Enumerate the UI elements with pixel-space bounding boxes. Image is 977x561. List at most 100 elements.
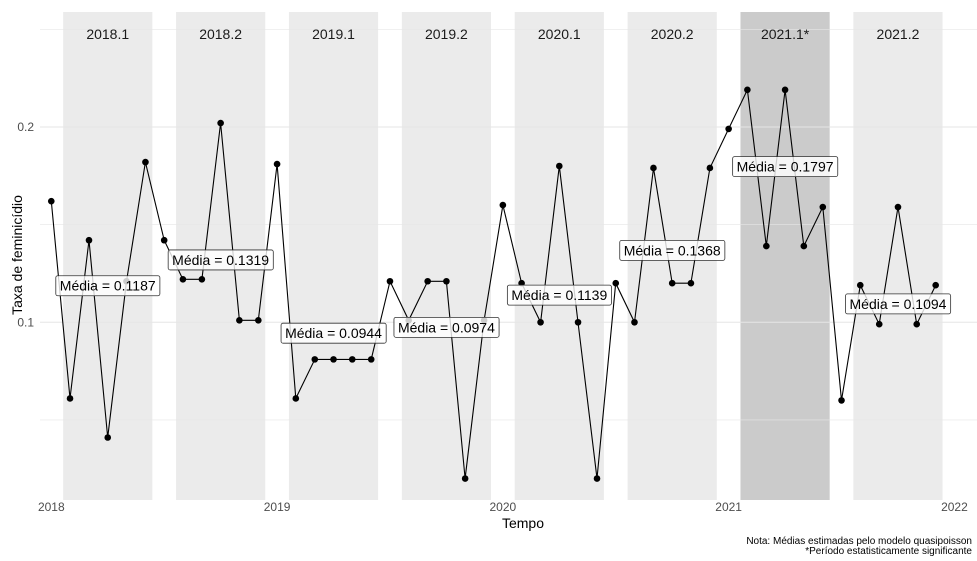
data-point-44 xyxy=(875,320,883,328)
x-tick-label-3: 2021 xyxy=(715,500,742,514)
data-point-32 xyxy=(650,164,657,172)
data-point-28 xyxy=(574,318,582,326)
mean-label-7: Média = 0.1094 xyxy=(845,293,952,315)
mean-label-text-7: Média = 0.1094 xyxy=(850,296,947,312)
mean-label-box-3 xyxy=(393,316,500,338)
semester-band-4 xyxy=(514,12,604,500)
data-point-38 xyxy=(763,242,770,250)
data-point-36 xyxy=(725,125,732,133)
data-point-17 xyxy=(367,356,375,363)
data-point-34 xyxy=(687,279,695,287)
data-point-33 xyxy=(668,279,676,287)
y-tick-label-0: 0.1 xyxy=(17,315,34,329)
mean-label-box-1 xyxy=(167,249,274,271)
y-axis-ticks: 0.1 0.2 xyxy=(17,120,34,329)
data-point-2 xyxy=(85,236,93,244)
data-point-16 xyxy=(348,356,356,363)
data-point-31 xyxy=(631,318,638,326)
mean-labels: Média = 0.1187 Média = 0.1319 Média = 0.09… xyxy=(55,156,952,344)
mean-label-1: Média = 0.1319 xyxy=(167,249,274,271)
semester-label-5: 2020.2 xyxy=(651,26,694,42)
mean-label-text-3: Média = 0.0974 xyxy=(398,319,495,335)
data-point-42 xyxy=(838,397,845,404)
data-point-0 xyxy=(47,197,55,205)
semester-label-2: 2019.1 xyxy=(312,26,355,42)
mean-label-text-5: Média = 0.1368 xyxy=(624,242,721,258)
data-point-43 xyxy=(856,281,864,289)
x-axis-ticks: 2018 2019 2020 2021 2022 xyxy=(38,500,968,514)
semester-label-0: 2018.1 xyxy=(86,26,129,42)
semester-label-1: 2018.2 xyxy=(199,26,242,42)
x-axis-title: Tempo xyxy=(502,515,544,531)
data-point-8 xyxy=(198,275,206,283)
mean-label-box-7 xyxy=(845,293,952,315)
mean-label-3: Média = 0.0974 xyxy=(393,316,500,338)
data-point-47 xyxy=(932,281,939,289)
data-point-29 xyxy=(593,475,601,482)
data-point-12 xyxy=(273,160,281,168)
data-point-15 xyxy=(330,356,337,363)
data-point-24 xyxy=(499,201,507,209)
semester-label-6: 2021.1* xyxy=(761,26,810,42)
data-point-20 xyxy=(424,277,431,285)
footnote-line-0: Nota: Médias estimadas pelo modelo quasi… xyxy=(746,536,972,547)
semester-band-2 xyxy=(288,12,379,500)
mean-label-box-0 xyxy=(55,275,161,297)
semester-band-6 xyxy=(740,12,830,500)
mean-label-text-2: Média = 0.0944 xyxy=(285,325,382,341)
y-tick-label-1: 0.2 xyxy=(17,120,34,134)
data-point-18 xyxy=(386,277,394,285)
data-point-46 xyxy=(913,320,921,328)
mean-label-box-2 xyxy=(280,322,387,344)
data-point-41 xyxy=(819,203,827,211)
data-point-40 xyxy=(800,242,808,250)
data-point-10 xyxy=(236,317,243,324)
x-tick-label-0: 2018 xyxy=(38,500,65,514)
data-point-21 xyxy=(443,277,450,285)
data-point-5 xyxy=(142,158,149,166)
semester-labels: 2018.1 2018.2 2019.1 2019.2 2020.1 2020.2 2021… xyxy=(86,26,919,42)
mean-label-4: Média = 0.1139 xyxy=(506,284,612,306)
data-point-11 xyxy=(255,317,262,324)
x-tick-label-4: 2022 xyxy=(941,500,968,514)
mean-label-5: Média = 0.1368 xyxy=(619,239,726,261)
data-point-9 xyxy=(217,119,224,127)
data-point-39 xyxy=(781,86,789,94)
footnote: Nota: Médias estimadas pelo modelo quasi… xyxy=(746,536,972,557)
data-point-3 xyxy=(104,434,112,441)
mean-label-text-6: Média = 0.1797 xyxy=(737,159,834,175)
mean-label-6: Média = 0.1797 xyxy=(732,156,839,178)
mean-label-0: Média = 0.1187 xyxy=(55,275,161,297)
x-tick-label-1: 2019 xyxy=(264,500,291,514)
data-point-14 xyxy=(311,356,319,363)
x-tick-label-2: 2020 xyxy=(490,500,517,514)
data-point-1 xyxy=(66,395,74,402)
data-point-6 xyxy=(160,236,168,244)
mean-label-box-5 xyxy=(619,239,726,261)
data-point-30 xyxy=(612,279,620,287)
data-point-26 xyxy=(537,318,544,326)
semester-band-7 xyxy=(853,12,943,500)
y-axis-title: Taxa de feminicídio xyxy=(9,195,25,315)
footnote-line-1: *Período estatisticamente significante xyxy=(805,546,972,557)
semester-band-3 xyxy=(401,12,492,500)
data-point-35 xyxy=(706,164,714,172)
data-point-45 xyxy=(894,203,902,211)
mean-label-box-4 xyxy=(506,284,612,306)
gridlines xyxy=(40,28,977,421)
mean-label-text-0: Média = 0.1187 xyxy=(60,278,156,294)
mean-label-text-1: Média = 0.1319 xyxy=(172,252,269,268)
mean-label-2: Média = 0.0944 xyxy=(280,322,387,344)
data-point-7 xyxy=(179,275,187,283)
semester-label-3: 2019.2 xyxy=(425,26,468,42)
semester-band-0 xyxy=(63,12,153,500)
mean-label-text-4: Média = 0.1139 xyxy=(511,287,607,303)
data-point-37 xyxy=(744,86,751,94)
data-point-13 xyxy=(292,395,300,402)
data-point-22 xyxy=(461,475,469,482)
semester-label-7: 2021.2 xyxy=(877,26,920,42)
data-point-27 xyxy=(556,162,563,170)
semester-label-4: 2020.1 xyxy=(538,26,581,42)
mean-label-box-6 xyxy=(732,156,839,178)
